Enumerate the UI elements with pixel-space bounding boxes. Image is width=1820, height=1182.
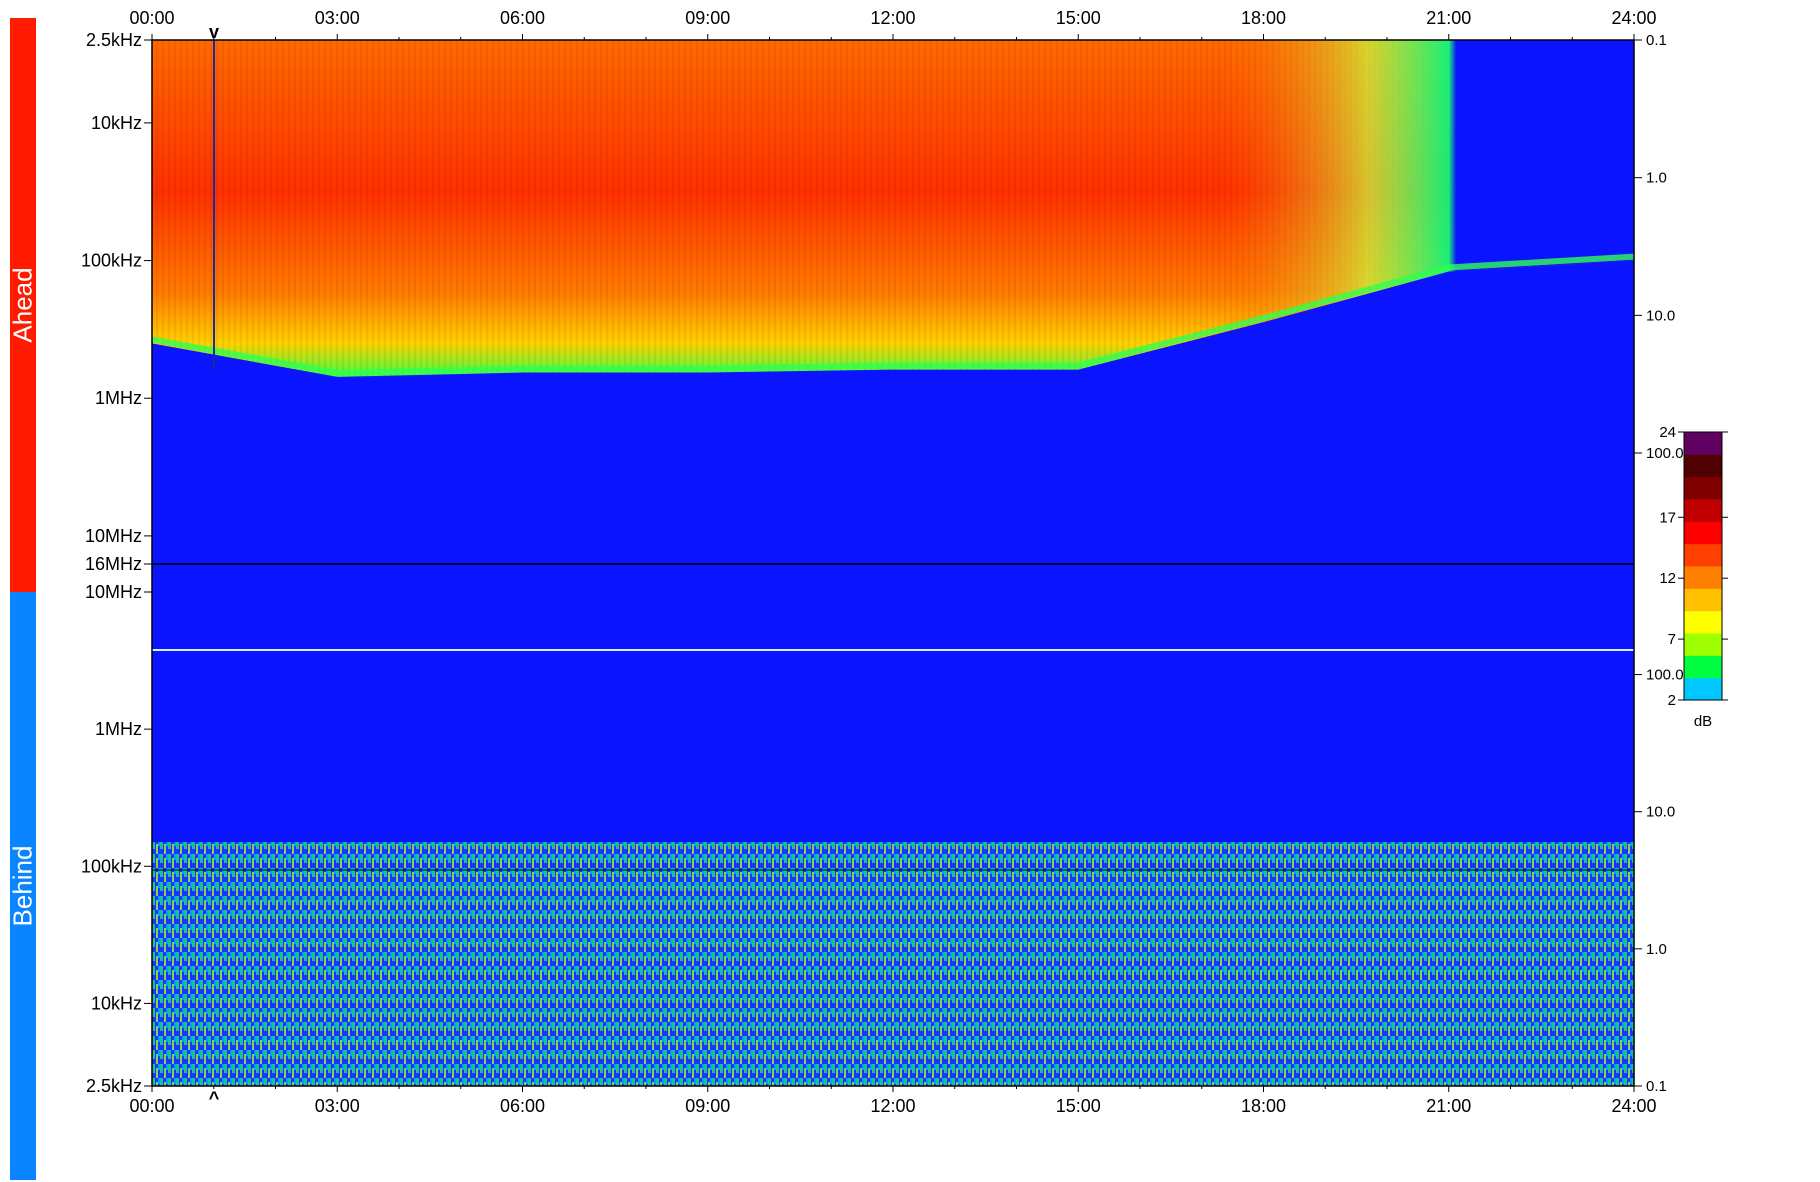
right-tick-label: 10.0 bbox=[1646, 804, 1675, 821]
colorbar-segment bbox=[1684, 610, 1722, 634]
colorbar-frame bbox=[1683, 431, 1723, 701]
colorbar-tick-label: 2 bbox=[1668, 692, 1676, 709]
right-tick-label: 10.0 bbox=[1646, 307, 1675, 324]
top-time-label: 09:00 bbox=[685, 8, 730, 28]
bottom-time-label: 12:00 bbox=[870, 1096, 915, 1116]
top-marker-icon: v bbox=[209, 22, 219, 42]
ahead-panel-bar: Ahead bbox=[8, 18, 38, 592]
colorbar-segment bbox=[1684, 432, 1722, 455]
colorbar-segment bbox=[1684, 543, 1722, 567]
ahead-emission-fade bbox=[152, 40, 1634, 377]
top-time-label: 24:00 bbox=[1611, 8, 1656, 28]
freq-label: 10kHz bbox=[91, 113, 142, 133]
axes: 00:00 00:00 03:00 03:00 06:00 06:00 09:00 09:00… bbox=[81, 8, 1684, 1116]
behind-noise-region bbox=[152, 842, 1634, 1086]
right-tick-label: 1.0 bbox=[1646, 941, 1667, 958]
top-time-label: 00:00 bbox=[129, 8, 174, 28]
right-tick-label: 1.0 bbox=[1646, 170, 1667, 187]
colorbar-segment bbox=[1684, 588, 1722, 612]
colorbar-tick-label: 7 bbox=[1668, 631, 1676, 648]
colorbar-segment bbox=[1684, 633, 1722, 656]
freq-label: 100kHz bbox=[81, 251, 142, 271]
bottom-time-label: 15:00 bbox=[1056, 1096, 1101, 1116]
freq-label: 2.5kHz bbox=[86, 30, 142, 50]
colorbar-segment bbox=[1684, 499, 1722, 522]
colorbar-segment bbox=[1684, 454, 1722, 478]
colorbar: 24 17 12 7 2 dB bbox=[1659, 424, 1728, 730]
colorbar-tick-label: 24 bbox=[1659, 424, 1676, 441]
bottom-time-label: 21:00 bbox=[1426, 1096, 1471, 1116]
plot-area bbox=[151, 40, 1635, 1086]
freq-label: 16MHz bbox=[85, 554, 142, 574]
freq-label: 10kHz bbox=[91, 993, 142, 1013]
colorbar-segment bbox=[1684, 655, 1722, 679]
colorbar-tick-label: 17 bbox=[1659, 509, 1676, 526]
colorbar-unit-label: dB bbox=[1694, 713, 1712, 730]
colorbar-segment bbox=[1684, 677, 1722, 701]
top-time-label: 15:00 bbox=[1056, 8, 1101, 28]
top-time-label: 18:00 bbox=[1241, 8, 1286, 28]
top-time-label: 06:00 bbox=[500, 8, 545, 28]
colorbar-tick-label: 12 bbox=[1659, 570, 1676, 587]
top-time-label: 21:00 bbox=[1426, 8, 1471, 28]
top-time-label: 12:00 bbox=[870, 8, 915, 28]
bottom-time-label: 03:00 bbox=[315, 1096, 360, 1116]
bottom-time-label: 09:00 bbox=[685, 1096, 730, 1116]
freq-label: 10MHz bbox=[85, 526, 142, 546]
colorbar-segment bbox=[1684, 476, 1722, 500]
freq-label: 100kHz bbox=[81, 856, 142, 876]
top-time-label: 03:00 bbox=[315, 8, 360, 28]
freq-label: 2.5kHz bbox=[86, 1076, 142, 1096]
right-tick-label: 0.1 bbox=[1646, 32, 1667, 49]
colorbar-segment bbox=[1684, 566, 1722, 589]
freq-label: 10MHz bbox=[85, 582, 142, 602]
bottom-time-label: 00:00 bbox=[129, 1096, 174, 1116]
bottom-time-label: 24:00 bbox=[1611, 1096, 1656, 1116]
right-tick-label: 0.1 bbox=[1646, 1078, 1667, 1095]
freq-label: 1MHz bbox=[95, 388, 142, 408]
right-tick-label: 100.0 bbox=[1646, 667, 1684, 684]
right-tick-label: 100.0 bbox=[1646, 445, 1684, 462]
bottom-time-label: 18:00 bbox=[1241, 1096, 1286, 1116]
freq-label: 1MHz bbox=[95, 719, 142, 739]
ahead-cutoff-edge bbox=[151, 253, 1635, 376]
bottom-marker-icon: ^ bbox=[209, 1088, 220, 1108]
colorbar-segment bbox=[1684, 521, 1722, 545]
behind-panel-bar: Behind bbox=[8, 592, 38, 1180]
bottom-time-label: 06:00 bbox=[500, 1096, 545, 1116]
